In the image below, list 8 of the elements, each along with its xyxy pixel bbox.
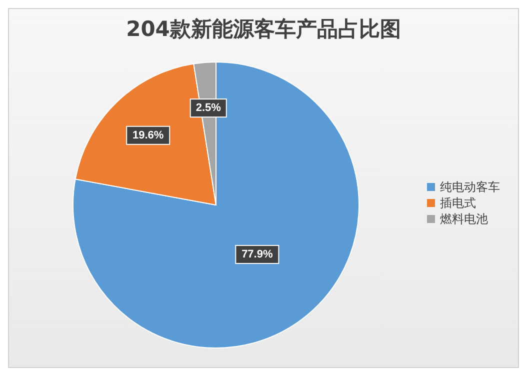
slice-label: 纯电动客车 xyxy=(440,179,500,195)
data-label: 19.6% xyxy=(132,129,164,142)
data-label: 2.5% xyxy=(196,102,222,114)
legend-label: 燃料电池 xyxy=(440,211,488,227)
data-label: 77.9% xyxy=(242,248,273,260)
legend-label: 插电式 xyxy=(440,195,476,211)
chart-title: 204款新能源客车产品占比图 xyxy=(125,16,402,43)
pie-slice xyxy=(72,62,360,348)
